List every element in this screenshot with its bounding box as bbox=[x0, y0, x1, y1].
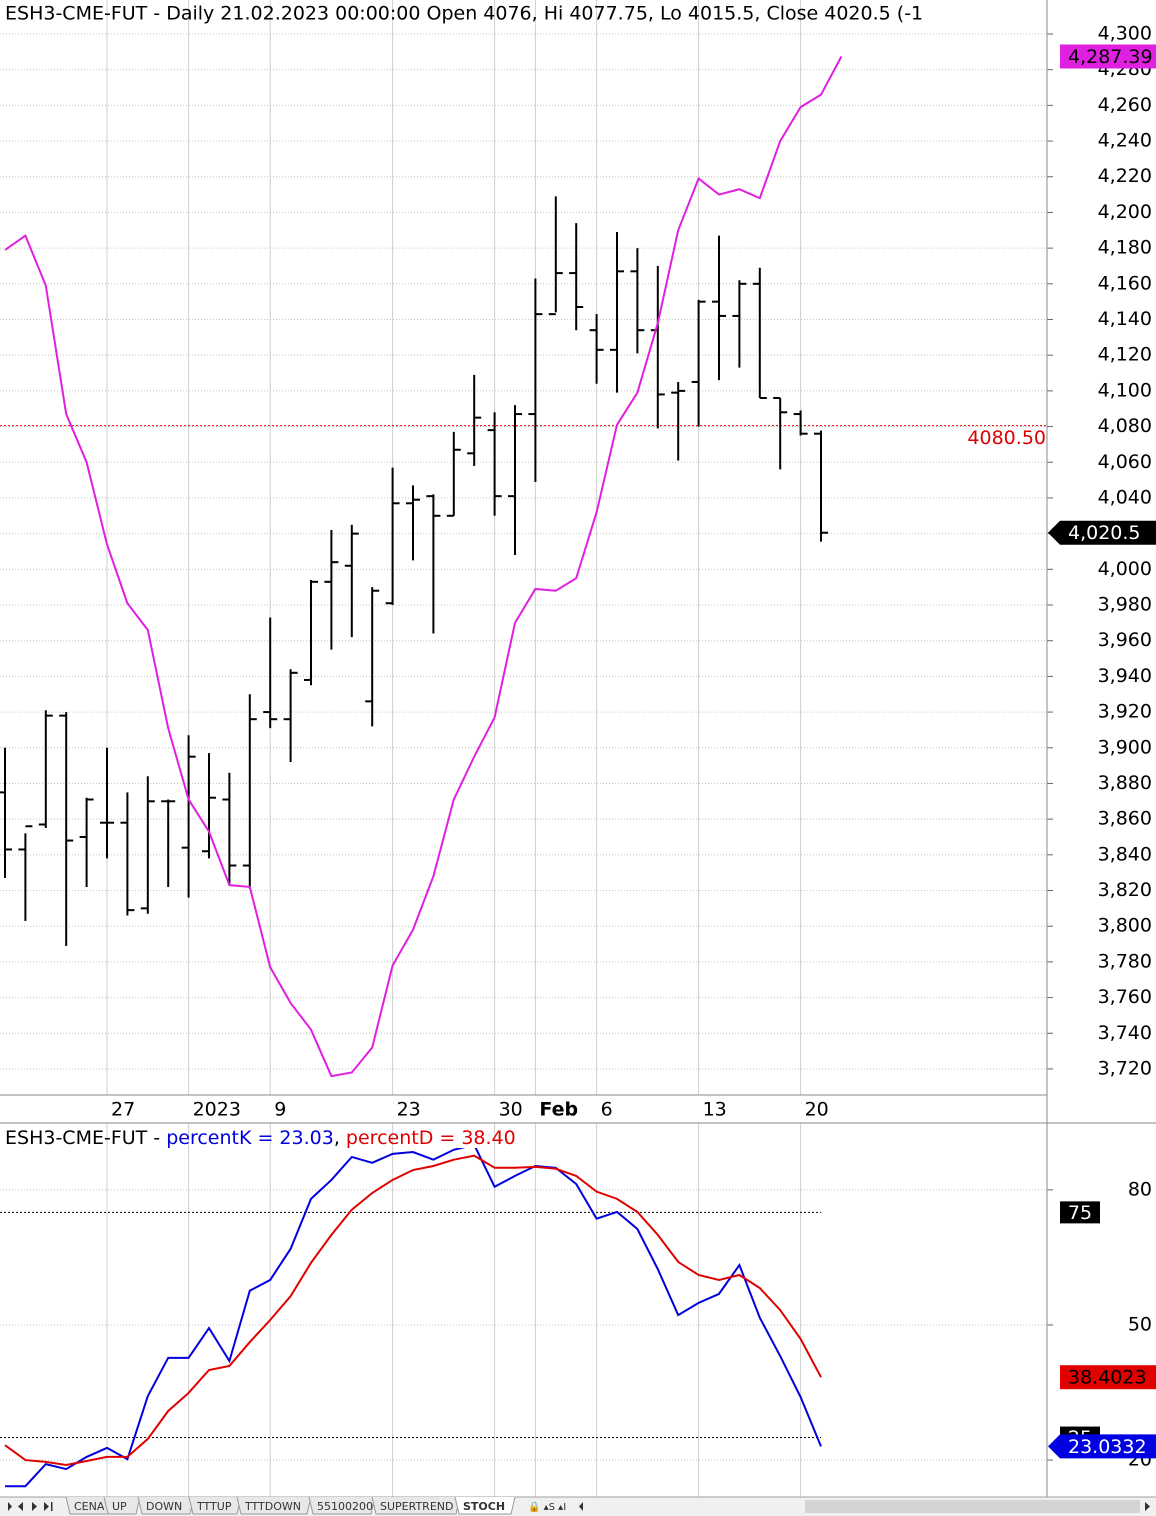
series-line bbox=[4, 56, 843, 1078]
panel-title-text: ESH3-CME-FUT - bbox=[5, 1127, 166, 1149]
y-tick-label: 3,920 bbox=[1098, 701, 1152, 723]
y-tick-label: 3,880 bbox=[1098, 772, 1152, 794]
series-value-tag bbox=[1048, 1434, 1156, 1459]
scrollbar-thumb[interactable] bbox=[805, 1500, 1140, 1513]
tab-label[interactable]: STOCH bbox=[463, 1500, 505, 1513]
y-tick-label: 3,720 bbox=[1098, 1057, 1152, 1079]
y-tick-label: 3,800 bbox=[1098, 915, 1152, 937]
y-tick-label: 3,960 bbox=[1098, 629, 1152, 651]
legend-entry: percentD = 38.40 bbox=[346, 1127, 516, 1149]
last-price-label: 4,020.5 bbox=[1068, 522, 1141, 544]
level-tag bbox=[1060, 1201, 1100, 1224]
y-tick-label: 4,200 bbox=[1098, 201, 1152, 223]
legend-separator: , bbox=[334, 1127, 346, 1149]
tab-label[interactable]: TTTUP bbox=[196, 1500, 232, 1513]
x-tick-label: 13 bbox=[703, 1099, 727, 1121]
x-tick-label: 6 bbox=[601, 1099, 613, 1121]
x-tick-label: 20 bbox=[805, 1099, 829, 1121]
tab-icons[interactable]: 🔒 ▴S ▴I bbox=[528, 1501, 566, 1513]
x-tick-label: 9 bbox=[274, 1099, 286, 1121]
y-tick-label: 4,060 bbox=[1098, 451, 1152, 473]
series-line bbox=[5, 1148, 822, 1488]
series-value-tag bbox=[1060, 44, 1156, 69]
y-tick-label: 3,840 bbox=[1098, 843, 1152, 865]
y-tick-label: 3,980 bbox=[1098, 594, 1152, 616]
y-tick-label: 4,240 bbox=[1098, 130, 1152, 152]
y-tick-label: 4,140 bbox=[1098, 308, 1152, 330]
scroll-right[interactable] bbox=[1145, 1502, 1150, 1511]
scroll-left[interactable] bbox=[579, 1502, 583, 1511]
y-tick-label: 50 bbox=[1128, 1313, 1152, 1335]
y-tick-label: 3,900 bbox=[1098, 736, 1152, 758]
level-label: 75 bbox=[1068, 1202, 1092, 1224]
tab-label[interactable]: CENA bbox=[74, 1500, 105, 1513]
y-tick-label: 80 bbox=[1128, 1178, 1152, 1200]
series-value-label: 4,287.39 bbox=[1068, 46, 1153, 68]
legend-entry: percentK = 23.03 bbox=[166, 1127, 334, 1149]
series-value-label: 23.0332 bbox=[1068, 1436, 1147, 1458]
y-tick-label: 3,940 bbox=[1098, 665, 1152, 687]
y-tick-label: 4,160 bbox=[1098, 272, 1152, 294]
series-line bbox=[4, 1154, 822, 1467]
series-value-tag bbox=[1060, 1365, 1156, 1390]
y-tick-label: 4,080 bbox=[1098, 415, 1152, 437]
y-tick-label: 4,000 bbox=[1098, 558, 1152, 580]
x-tick-label: 27 bbox=[111, 1099, 135, 1121]
tab-nav[interactable] bbox=[8, 1502, 53, 1511]
x-tick-label: Feb bbox=[539, 1099, 578, 1121]
tab-label[interactable]: SUPERTREND bbox=[380, 1500, 453, 1513]
y-tick-label: 4,040 bbox=[1098, 486, 1152, 508]
tab-label[interactable]: UP bbox=[112, 1500, 127, 1513]
y-tick-label: 4,120 bbox=[1098, 344, 1152, 366]
y-tick-label: 4,300 bbox=[1098, 22, 1152, 44]
y-tick-label: 3,860 bbox=[1098, 808, 1152, 830]
x-tick-label: 30 bbox=[499, 1099, 523, 1121]
y-tick-label: 4,180 bbox=[1098, 237, 1152, 259]
x-tick-label: 23 bbox=[397, 1099, 421, 1121]
tab[interactable] bbox=[236, 1496, 312, 1515]
y-tick-label: 3,760 bbox=[1098, 986, 1152, 1008]
panel-title: ESH3-CME-FUT - percentK = 23.03, percent… bbox=[5, 1127, 516, 1149]
reference-label: 4080.50 bbox=[967, 427, 1046, 449]
y-tick-label: 3,740 bbox=[1098, 1022, 1152, 1044]
tab[interactable] bbox=[103, 1496, 141, 1515]
chart-title: ESH3-CME-FUT - Daily 21.02.2023 00:00:00… bbox=[5, 3, 923, 25]
series-value-label: 38.4023 bbox=[1068, 1367, 1147, 1389]
tab[interactable] bbox=[308, 1496, 376, 1515]
tab-label[interactable]: DOWN bbox=[146, 1500, 182, 1513]
y-tick-label: 4,220 bbox=[1098, 165, 1152, 187]
tab-label[interactable]: TTTDOWN bbox=[244, 1500, 301, 1513]
y-tick-label: 3,780 bbox=[1098, 950, 1152, 972]
y-tick-label: 4,100 bbox=[1098, 379, 1152, 401]
y-tick-label: 4,260 bbox=[1098, 94, 1152, 116]
tab-label[interactable]: 55100200 bbox=[317, 1500, 373, 1513]
y-tick-label: 3,820 bbox=[1098, 879, 1152, 901]
tab[interactable] bbox=[454, 1496, 516, 1515]
x-tick-label: 2023 bbox=[193, 1099, 241, 1121]
last-price-tag bbox=[1048, 520, 1156, 545]
